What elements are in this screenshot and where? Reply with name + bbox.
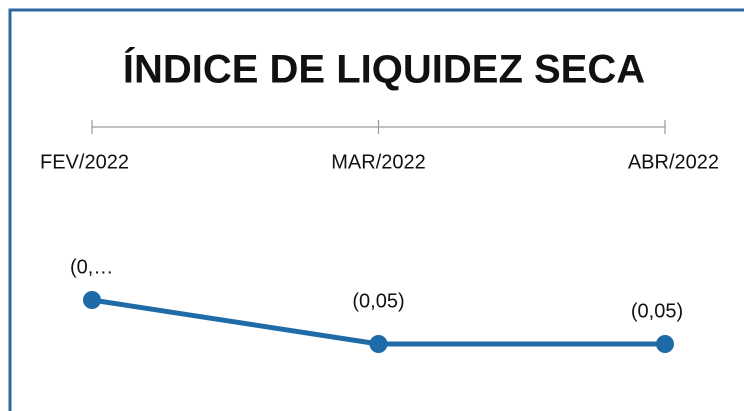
data-label: (0,…: [70, 256, 113, 278]
point: [83, 291, 101, 309]
frame: [8, 8, 744, 411]
point: [369, 335, 388, 353]
x-tick-label: FEV/2022: [40, 151, 129, 173]
x-tick-label: MAR/2022: [331, 151, 426, 173]
point: [656, 335, 674, 353]
data-label: (0,05): [352, 290, 404, 312]
chart-title: ÍNDICE DE LIQUIDEZ SECA: [123, 47, 645, 92]
data-label: (0,05): [631, 300, 683, 322]
x-tick-label: ABR/2022: [628, 151, 719, 173]
